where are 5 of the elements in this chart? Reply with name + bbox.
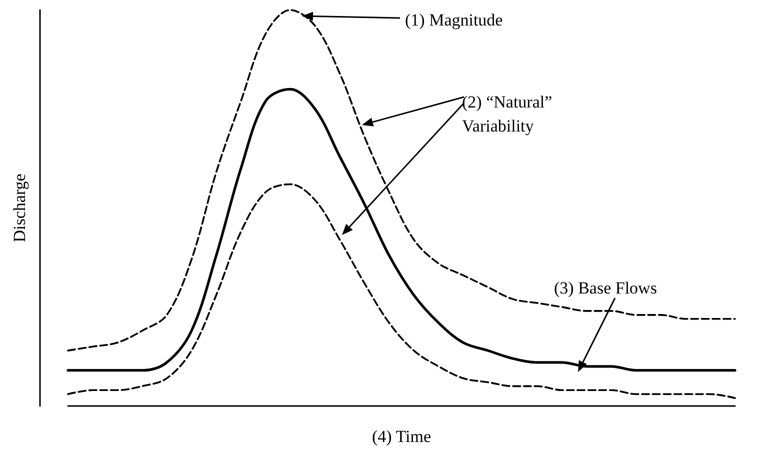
x-axis-title: (4) Time: [372, 427, 432, 446]
y-axis-title: Discharge: [10, 174, 29, 242]
annotation: (2) “Natural” Variability: [462, 92, 556, 136]
annotation: (1) Magnitude: [405, 10, 503, 30]
annotation: (3) Base Flows: [554, 278, 657, 298]
